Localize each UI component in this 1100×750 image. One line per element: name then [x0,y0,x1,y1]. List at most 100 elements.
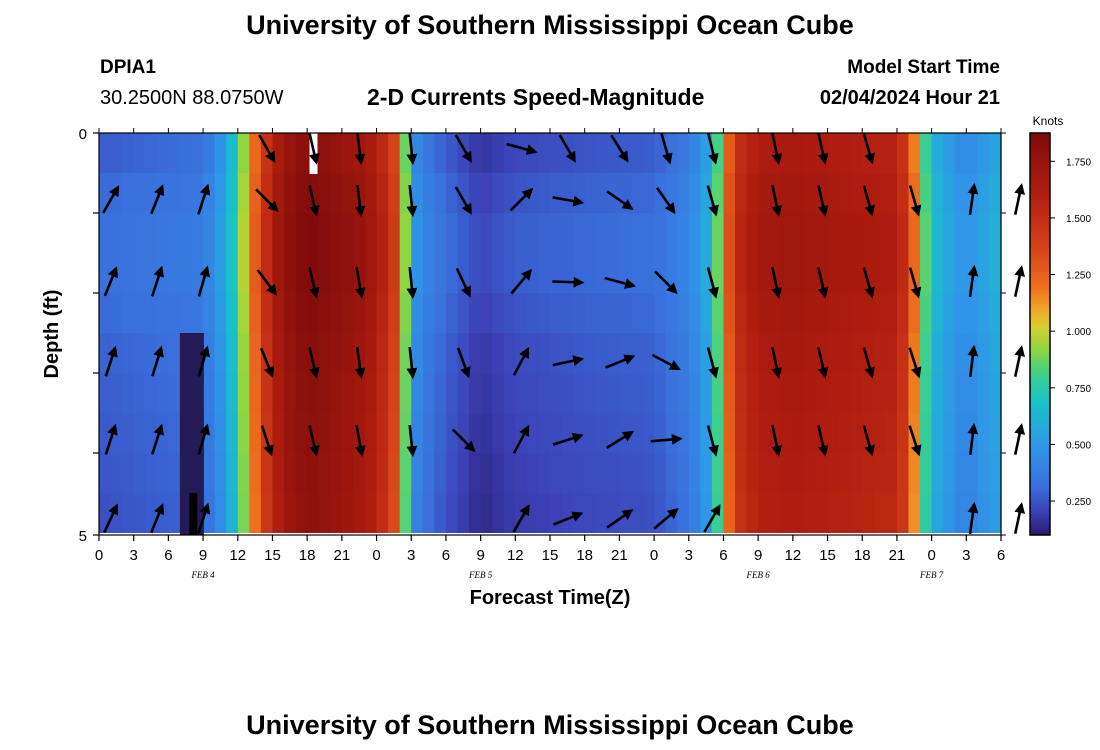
heatmap-cell [503,253,516,293]
heatmap-cell [341,253,355,293]
heatmap-cell [688,333,701,373]
heatmap-cell [758,173,771,213]
heatmap-cell [480,413,493,453]
heatmap-cell [827,333,840,373]
heatmap-cell [295,493,308,533]
current-arrow [862,185,875,217]
heatmap-cell [977,173,991,213]
x-tick-label: 0 [650,547,658,564]
heatmap-cell [908,293,921,333]
heatmap-cell [133,453,146,493]
heatmap-cell [145,373,158,413]
heatmap-cell [110,213,123,253]
heatmap-cell [179,293,193,333]
heatmap-cell [492,413,505,453]
heatmap-cell [503,293,516,333]
current-arrow [1013,502,1026,534]
heatmap-cell [284,453,297,493]
heatmap-cell [943,253,956,293]
current-arrow [101,185,120,214]
heatmap-cell [411,253,424,293]
heatmap-cell [364,373,378,413]
x-tick-label: 9 [754,547,762,564]
heatmap-cell [815,173,829,213]
current-arrow [451,428,476,453]
heatmap-cell [804,213,817,253]
heatmap-cell [550,373,563,413]
heatmap-cell [908,213,921,253]
heatmap-cell [179,133,193,173]
heatmap-cell [977,333,991,373]
heatmap-cell [295,173,308,213]
heatmap-cell [503,373,516,413]
heatmap-cell [688,293,701,333]
heatmap-cell [920,373,933,413]
heatmap-cell [364,253,378,293]
heatmap-cell [735,493,748,533]
colorbar-tick-label: 1.500 [1066,214,1091,225]
current-arrow [606,430,634,450]
heatmap-cell [191,253,204,293]
heatmap-cell [469,133,482,173]
heatmap-cell [862,453,875,493]
heatmap-cell [318,253,331,293]
heatmap-cell [804,453,817,493]
heatmap-cell [284,413,297,453]
current-arrow [197,423,211,455]
heatmap-cell [896,133,910,173]
heatmap-cell [122,213,135,253]
heatmap-cell [237,253,250,293]
heatmap-cell [711,293,725,333]
current-arrow [908,347,922,379]
heatmap-cell [584,333,597,373]
heatmap-cell [561,213,574,253]
heatmap-cell [896,253,910,293]
heatmap-cell [272,453,285,493]
colorbar-tick-label: 1.000 [1066,327,1091,338]
heatmap-cell [295,213,308,253]
current-arrow [650,434,683,445]
footer-title: University of Southern Mississippi Ocean… [246,710,854,740]
heatmap-cell [226,173,239,213]
heatmap-cell [434,413,447,453]
heatmap-cell [99,133,112,173]
heatmap-cell [619,453,632,493]
heatmap-cell [376,333,389,373]
heatmap-cell [411,453,424,493]
heatmap-cell [422,493,435,533]
heatmap-cell [526,213,540,253]
heatmap-cell [688,133,701,173]
heatmap-cell [260,293,274,333]
current-arrow [654,270,678,295]
heatmap-cell [920,293,933,333]
heatmap-cell [746,253,759,293]
heatmap-cell [341,333,355,373]
current-arrow [707,133,719,165]
current-arrow [651,353,681,371]
heatmap-cell [503,493,516,533]
heatmap-cell [758,493,771,533]
heatmap-cell [815,253,829,293]
heatmap-cell [179,253,193,293]
heatmap-cell [110,293,123,333]
heatmap-cell [550,133,563,173]
heatmap-cell [815,493,829,533]
heatmap-cell [677,453,690,493]
heatmap-cell [769,293,782,333]
heatmap-cell [341,453,355,493]
heatmap-cell [573,133,586,173]
heatmap-cell [977,253,991,293]
heatmap-cell [607,293,620,333]
heatmap-cell [469,253,482,293]
current-arrow [862,425,875,457]
heatmap-cell [203,133,216,173]
heatmap-cell [862,333,875,373]
heatmap-cell [526,253,540,293]
heatmap-cell [457,253,470,293]
heatmap-cell [122,133,135,173]
current-arrow [706,185,719,217]
current-arrow [512,346,530,376]
current-arrow [103,266,118,297]
heatmap-cell [700,213,713,253]
heatmap-cell [191,213,204,253]
